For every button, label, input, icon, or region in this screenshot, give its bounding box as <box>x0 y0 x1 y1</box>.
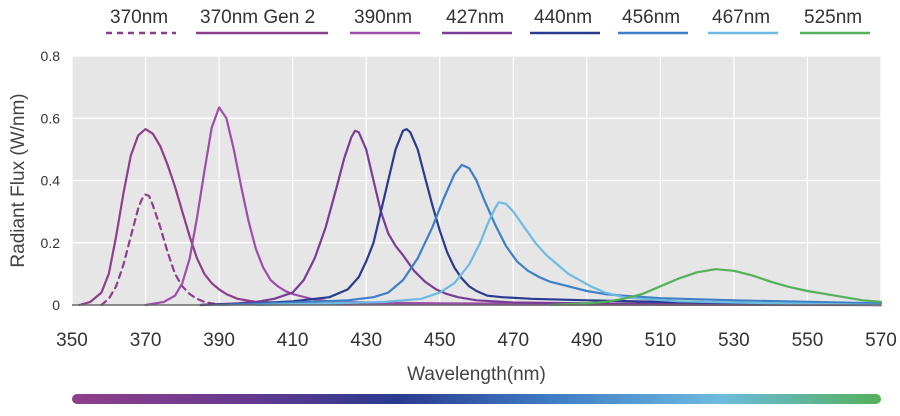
legend-label: 427nm <box>446 7 504 28</box>
series-line <box>199 128 883 307</box>
x-tick-label: 550 <box>792 330 824 351</box>
x-tick-label: 390 <box>203 330 235 351</box>
series-line <box>100 193 228 307</box>
x-axis-title: Wavelength(nm) <box>407 364 546 385</box>
legend: 370nm 370nm Gen 2 390nm 427nm 440nm 456nm 467n… <box>106 7 870 35</box>
series-line <box>78 128 883 307</box>
x-tick-label: 350 <box>56 330 88 351</box>
y-tick-label: 0.8 <box>41 48 61 64</box>
series-line <box>254 201 883 307</box>
legend-label: 390nm <box>354 7 412 28</box>
spectrum-color-bar <box>72 394 881 404</box>
x-tick-label: 530 <box>718 330 750 351</box>
x-tick-label: 430 <box>350 330 382 351</box>
y-tick-label: 0 <box>52 297 60 313</box>
x-tick-label: 510 <box>645 330 677 351</box>
series-layer <box>78 106 883 307</box>
legend-label: 370nm Gen 2 <box>200 7 315 28</box>
x-tick-label: 570 <box>865 330 897 351</box>
y-tick-label: 0.4 <box>41 173 61 189</box>
x-tick-label: 470 <box>497 330 529 351</box>
y-axis-title: Radiant Flux (W/nm) <box>8 93 29 267</box>
legend-label: 370nm <box>110 7 168 28</box>
x-tick-label: 450 <box>424 330 456 351</box>
series-line <box>199 129 883 307</box>
legend-label: 440nm <box>534 7 592 28</box>
y-tick-label: 0.6 <box>41 110 61 126</box>
x-tick-label: 490 <box>571 330 603 351</box>
legend-label: 456nm <box>622 7 680 28</box>
legend-label: 467nm <box>712 7 770 28</box>
x-tick-labels: 350 370 390 410 430 450 470 490 510 530 550 570 <box>56 330 897 351</box>
legend-label: 525nm <box>804 7 862 28</box>
y-tick-labels: 0 0.2 0.4 0.6 0.8 <box>41 48 61 313</box>
y-tick-label: 0.2 <box>41 235 61 251</box>
x-tick-label: 410 <box>277 330 309 351</box>
series-line <box>548 268 883 307</box>
x-tick-label: 370 <box>130 330 162 351</box>
